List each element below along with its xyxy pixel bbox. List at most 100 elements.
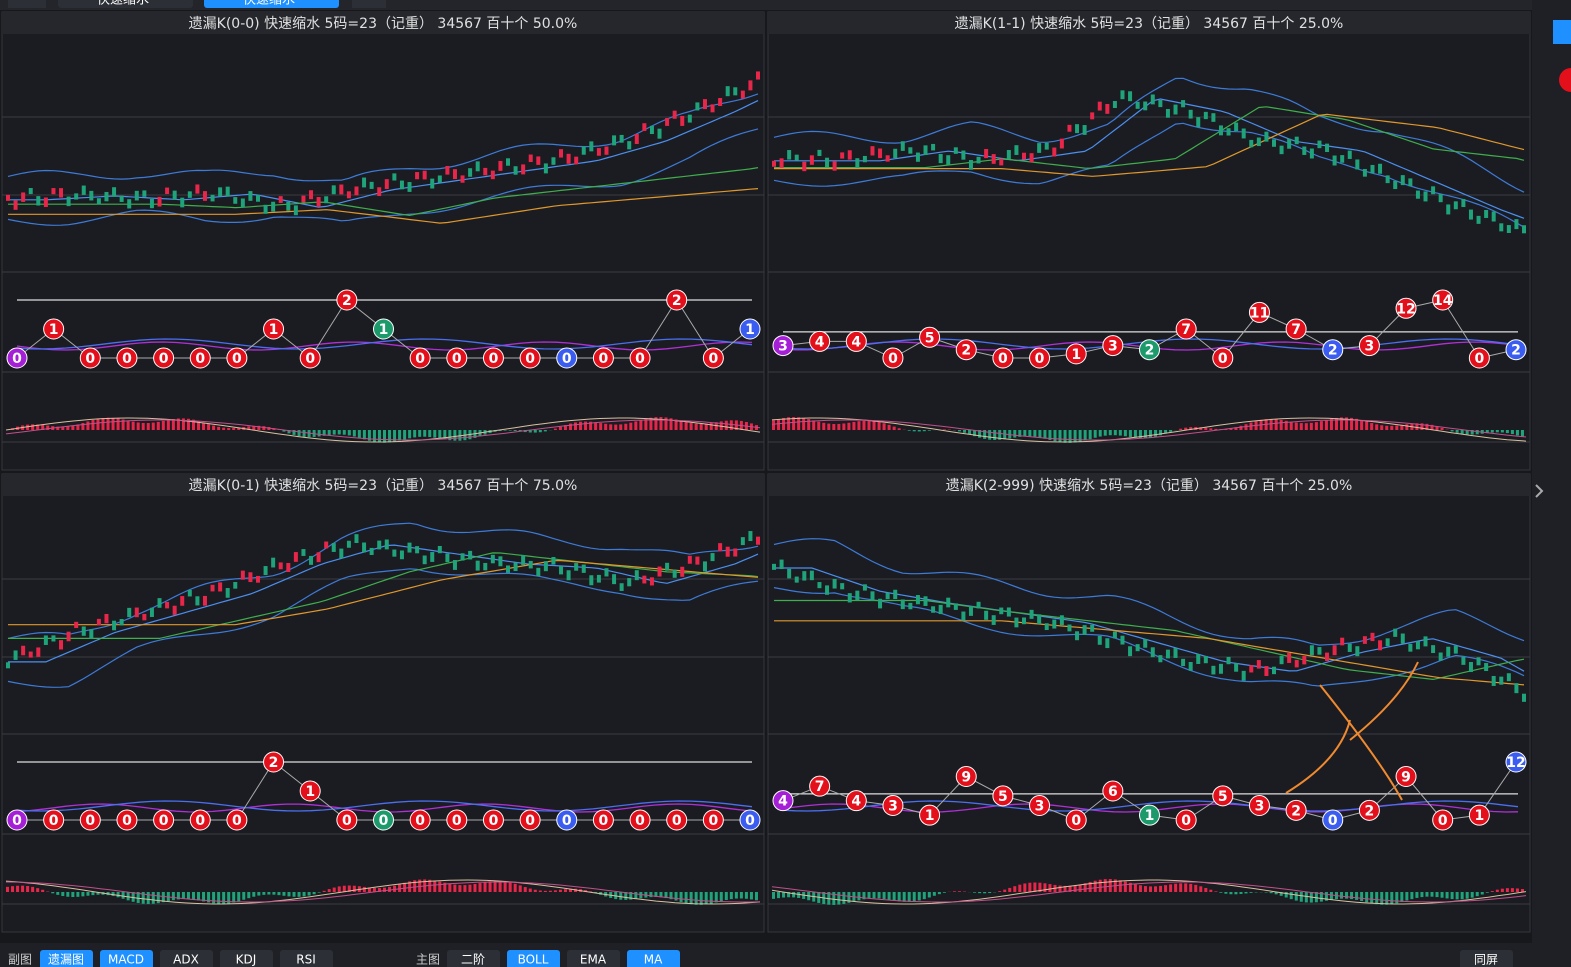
macd-bar: [1324, 419, 1328, 430]
macd-bar: [166, 419, 170, 430]
ma-green: [774, 106, 1525, 169]
home-tab[interactable]: [8, 0, 46, 8]
candle: [657, 566, 662, 577]
candle: [430, 552, 435, 562]
candle: [710, 104, 715, 113]
candle: [149, 607, 154, 617]
candle: [369, 547, 374, 555]
macd-bar: [493, 880, 497, 892]
toolbar-tab[interactable]: [220, 950, 273, 967]
candle: [1234, 122, 1239, 132]
candle: [66, 196, 71, 207]
add-tab[interactable]: [352, 0, 386, 8]
toolbar-tab[interactable]: [1460, 950, 1513, 967]
marker: [992, 347, 1014, 369]
macd-bar: [599, 423, 603, 430]
marker: [263, 318, 285, 340]
macd-bar: [146, 422, 150, 430]
macd-bar: [317, 892, 321, 893]
macd-bar: [1450, 892, 1454, 900]
macd-bar: [689, 422, 693, 430]
candle: [589, 141, 594, 152]
candle: [915, 595, 920, 605]
macd-line: [771, 419, 1527, 441]
toolbar-tab-label: RSI: [296, 953, 316, 967]
marker-label: 2: [1328, 343, 1338, 359]
candle: [528, 560, 533, 569]
macd-bar: [1415, 892, 1419, 898]
macd-bar: [822, 422, 826, 430]
candle: [89, 190, 94, 201]
tab[interactable]: [58, 0, 193, 8]
macd-bar: [1395, 892, 1399, 904]
band-upper: [7, 93, 759, 182]
marker: [666, 289, 688, 311]
ma-orange: [774, 113, 1525, 177]
toolbar-tab[interactable]: [507, 950, 560, 967]
macd-bar: [503, 881, 507, 892]
macd-bar: [1239, 892, 1243, 894]
macd-bar: [136, 422, 140, 430]
macd-bar: [1244, 424, 1248, 430]
candle: [1340, 637, 1345, 646]
macd-bar: [1179, 883, 1183, 892]
macd-bar: [1159, 885, 1163, 892]
macd-bar: [548, 890, 552, 892]
macd-bar: [1149, 886, 1152, 892]
candle: [1203, 111, 1208, 120]
macd-line: [771, 417, 1527, 443]
candle: [817, 582, 822, 589]
expand-arrow[interactable]: [1535, 484, 1544, 498]
marker: [1395, 297, 1417, 319]
macd-bar: [131, 892, 135, 902]
candle: [407, 542, 412, 553]
candle: [1022, 152, 1026, 160]
toolbar-tab[interactable]: [100, 950, 153, 967]
macd-bar: [1350, 892, 1354, 900]
candle: [96, 198, 101, 205]
macd-bar: [1390, 425, 1394, 430]
toolbar-tab[interactable]: [567, 950, 620, 967]
macd-bar: [257, 425, 261, 430]
tab[interactable]: [204, 0, 339, 8]
toolbar-tab[interactable]: [627, 950, 680, 967]
sidebar-button[interactable]: [1553, 20, 1571, 44]
toolbar-tab[interactable]: [40, 950, 93, 967]
candle: [301, 549, 306, 556]
candle: [1400, 175, 1405, 186]
toolbar-tab[interactable]: [447, 950, 500, 967]
macd-bar: [438, 881, 442, 892]
candle: [1143, 101, 1148, 111]
candle: [1037, 143, 1042, 153]
candle: [893, 148, 898, 159]
macd-bar: [41, 424, 45, 430]
candle: [855, 158, 860, 168]
toolbar-tab[interactable]: [280, 950, 333, 967]
macd-bar: [247, 426, 251, 430]
marker: [629, 347, 651, 369]
candle: [21, 192, 26, 202]
toolbar-tab[interactable]: [160, 950, 213, 967]
candle: [165, 187, 170, 195]
candle: [991, 615, 996, 625]
candle: [13, 650, 18, 660]
candle: [233, 582, 238, 589]
marker: [446, 347, 468, 369]
candle: [1150, 647, 1155, 658]
candle: [566, 570, 571, 581]
macd-bar: [1400, 424, 1404, 430]
macd-bar: [1515, 430, 1519, 436]
macd-bar: [488, 881, 492, 892]
candle: [1006, 150, 1011, 160]
candle: [1423, 636, 1428, 647]
macd-bar: [1520, 430, 1524, 438]
macd-bar: [1048, 884, 1052, 892]
macd-bar: [1510, 430, 1514, 435]
candle: [1302, 146, 1307, 155]
candle: [1241, 670, 1246, 681]
candle: [787, 568, 792, 579]
macd-bar: [141, 422, 145, 430]
candle: [1241, 128, 1246, 139]
macd-bar: [847, 892, 851, 903]
